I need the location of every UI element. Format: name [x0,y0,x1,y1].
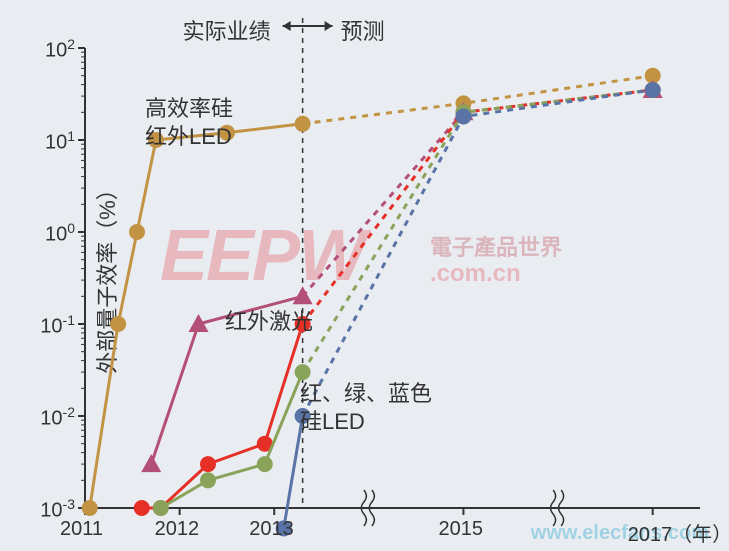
top-label-actual: 实际业绩 [183,14,271,46]
x-tick-label: 2017（年） [628,518,729,547]
y-tick-label: 100 [45,220,75,247]
chart-svg [0,0,729,551]
top-label-forecast: 预测 [341,14,385,46]
y-tick-label: 101 [45,128,75,155]
y-tick-label: 10-1 [40,312,75,339]
x-tick-label: 2013 [249,518,294,541]
y-tick-label: 10-2 [40,404,75,431]
x-tick-label: 2011 [60,518,103,541]
chart-container: EEPW 電子產品世界 .com.cn www.elecfans.com 外部量… [0,0,729,551]
x-tick-label: 2015 [438,518,483,541]
x-tick-label: 2012 [155,518,200,541]
y-tick-label: 102 [45,36,75,63]
